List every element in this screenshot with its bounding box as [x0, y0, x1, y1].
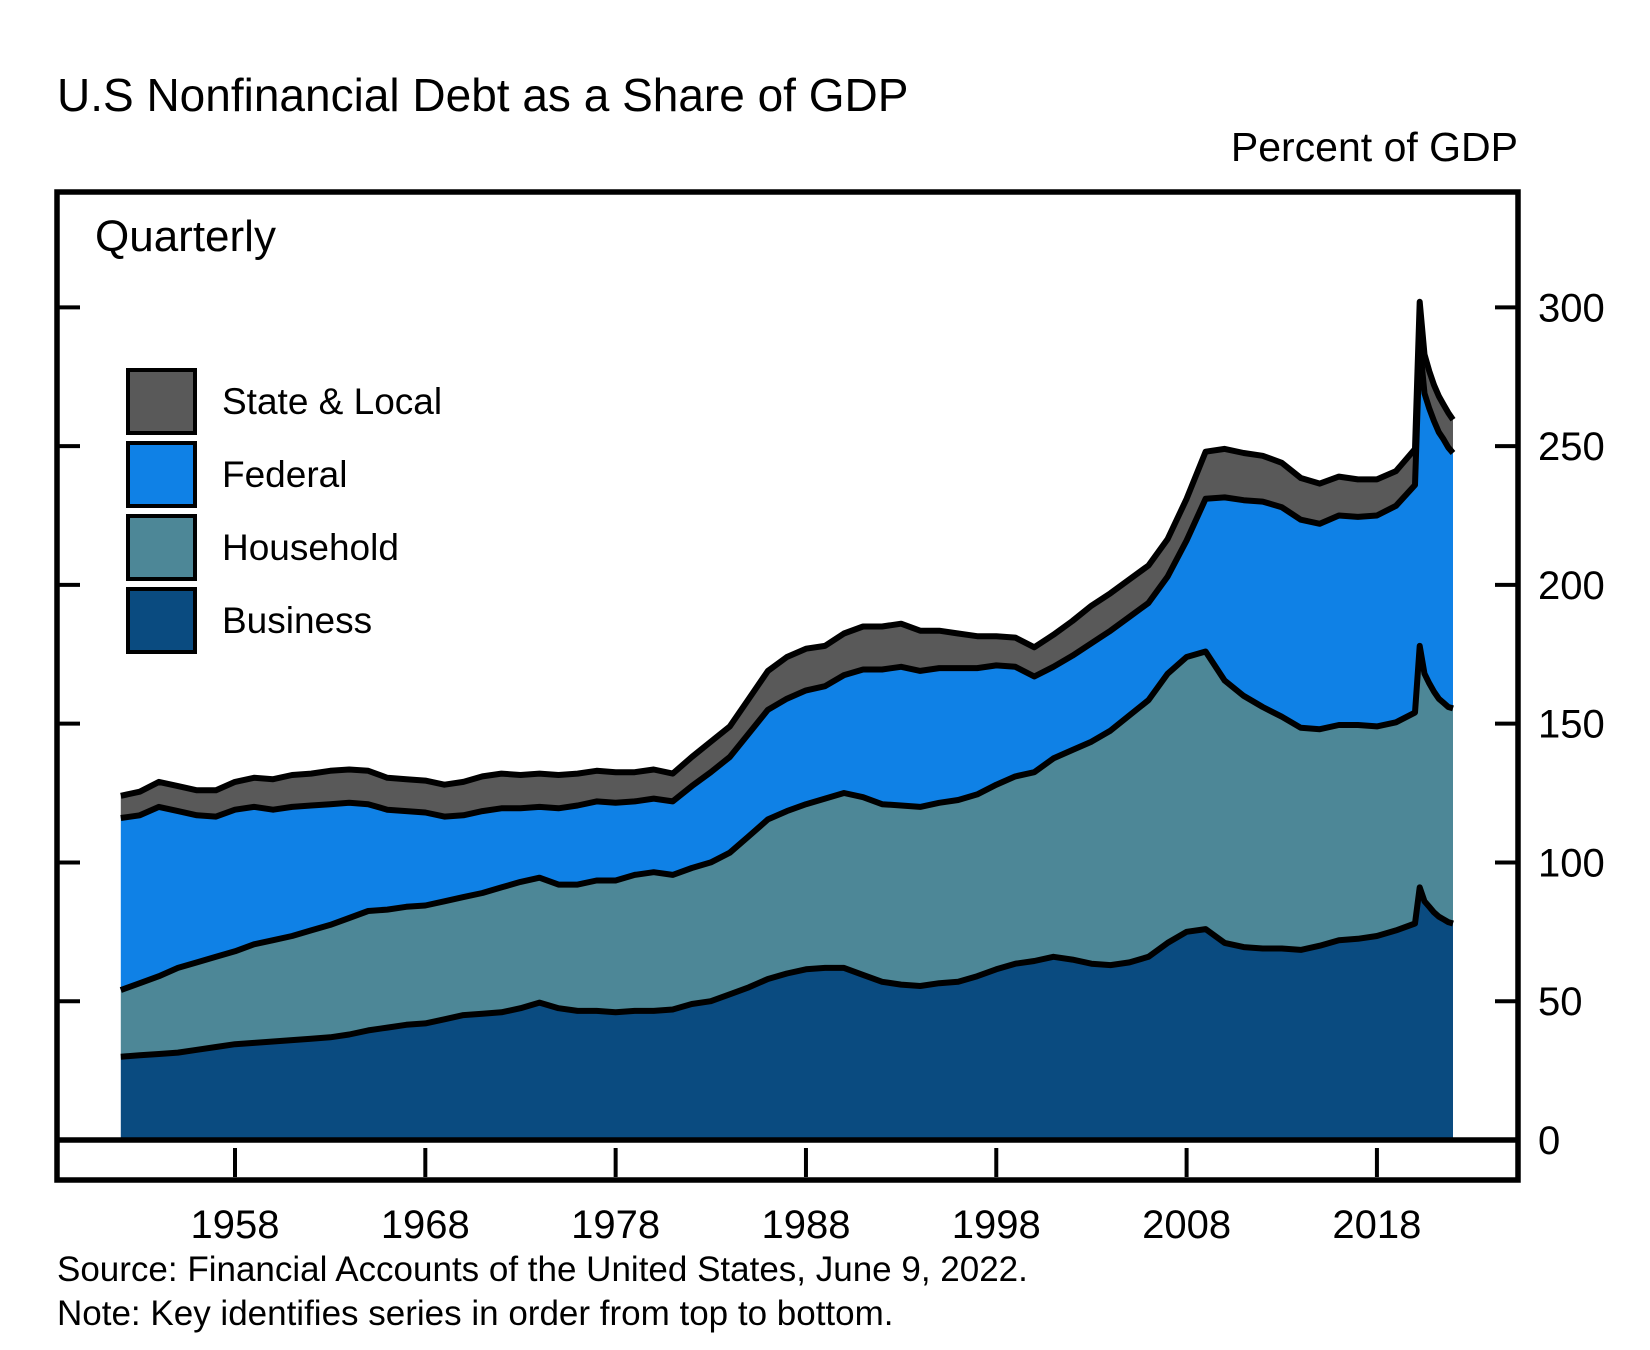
area-business: [120, 887, 1453, 1140]
boundary-business: [120, 884, 1454, 1060]
legend-swatch: [126, 441, 197, 508]
legend-label: Household: [222, 526, 399, 568]
legend-item-federal: Federal: [126, 441, 442, 508]
axis-tick-labels: 0 50 100 150 200 250 300 1958 1968 1978 1988 1998 20…: [191, 286, 1605, 1247]
y-tick-label: 0: [1538, 1119, 1560, 1163]
plot-border: [54, 189, 1521, 1183]
x-tick-label: 1968: [381, 1203, 470, 1247]
legend-label: State & Local: [222, 380, 443, 422]
legend-item-state-local: State & Local: [126, 368, 442, 435]
x-tick-label: 1998: [952, 1203, 1041, 1247]
legend-swatch: [126, 587, 197, 654]
x-tick-label: 1978: [571, 1203, 660, 1247]
source-note: Source: Financial Accounts of the United…: [57, 1250, 1028, 1289]
boundary-federal: [120, 340, 1456, 821]
page-title: U.S Nonfinancial Debt as a Share of GDP: [57, 69, 909, 121]
legend-label: Business: [222, 599, 373, 641]
stacked-areas: [120, 301, 1453, 1140]
x-tick-label: 1988: [761, 1203, 850, 1247]
y-tick-label: 100: [1538, 841, 1605, 885]
x-tick-label: 2018: [1332, 1203, 1421, 1247]
boundary-household: [119, 642, 1454, 993]
boundary-state-local: [120, 298, 1456, 799]
y-tick-label: 50: [1538, 980, 1583, 1024]
plot-frame: [54, 189, 1521, 1183]
area-federal: [120, 343, 1453, 991]
x-tick-label: 2008: [1142, 1203, 1231, 1247]
legend-swatch: [126, 368, 197, 435]
frequency-label: Quarterly: [95, 212, 276, 261]
legend-swatch: [126, 514, 197, 581]
y-axis-unit-label: Percent of GDP: [1230, 124, 1518, 170]
series-boundary-lines: [119, 298, 1456, 1060]
axis-ticks: [57, 305, 1518, 1177]
area-household: [120, 645, 1453, 1057]
key-order-note: Note: Key identifies series in order fro…: [57, 1294, 894, 1333]
legend-item-household: Household: [126, 514, 442, 581]
legend-item-business: Business: [126, 587, 442, 654]
y-tick-label: 150: [1538, 703, 1605, 747]
legend-label: Federal: [222, 453, 348, 495]
y-tick-label: 300: [1538, 286, 1605, 330]
y-tick-label: 250: [1538, 425, 1605, 469]
chart-legend: State & Local Federal Household Business: [126, 368, 442, 660]
y-tick-label: 200: [1538, 564, 1605, 608]
x-tick-label: 1958: [191, 1203, 280, 1247]
